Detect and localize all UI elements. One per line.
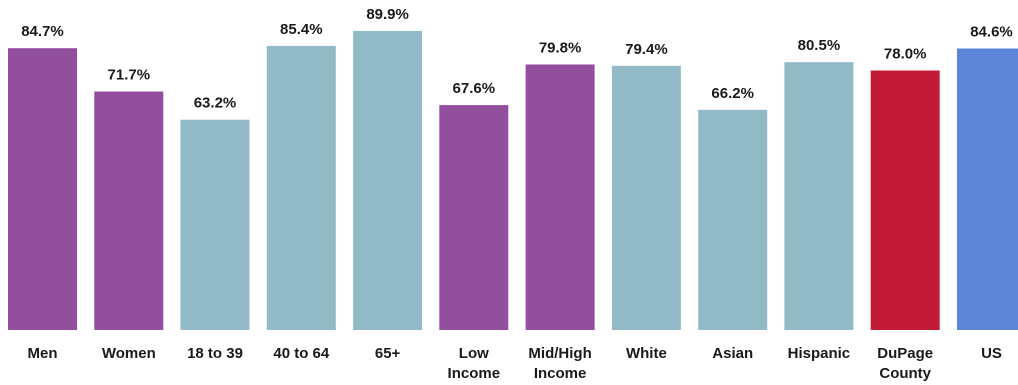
data-label: 63.2% — [194, 95, 237, 112]
bar — [698, 109, 768, 330]
category-label: 40 to 64 — [273, 345, 330, 362]
data-label: 79.8% — [539, 40, 582, 57]
data-label: 67.6% — [453, 80, 496, 97]
data-label: 85.4% — [280, 21, 323, 38]
data-label: 71.7% — [108, 67, 151, 84]
data-label: 78.0% — [884, 46, 927, 63]
category-label: Hispanic — [788, 345, 851, 362]
data-label: 84.6% — [970, 24, 1013, 41]
bar — [180, 119, 250, 330]
category-label: Asian — [712, 345, 753, 362]
bar — [439, 105, 509, 330]
value-labels-group: 84.7% 71.7% 63.2% 85.4% 89.9% 67.6% 79.8% 79.4%… — [21, 6, 1013, 112]
data-label: 84.7% — [21, 23, 64, 40]
category-label: Mid/High — [528, 345, 591, 362]
bar — [784, 62, 854, 330]
category-label: Income — [534, 365, 587, 382]
category-label: Women — [102, 345, 156, 362]
category-label: US — [981, 345, 1002, 362]
data-label: 66.2% — [711, 85, 754, 102]
data-label: 80.5% — [798, 37, 841, 54]
bar — [611, 65, 681, 331]
data-label: 79.4% — [625, 41, 668, 58]
bar — [525, 64, 595, 330]
category-label: White — [626, 345, 667, 362]
bar — [353, 30, 423, 331]
bar — [94, 91, 164, 330]
bar — [8, 48, 77, 330]
category-label: Men — [28, 345, 58, 362]
bar — [957, 48, 1018, 330]
category-label: DuPage — [877, 345, 933, 362]
category-labels-group: Men Women 18 to 39 40 to 64 65+ Low Income Mid/… — [28, 345, 1002, 382]
category-label: County — [879, 365, 931, 382]
bars-group — [8, 30, 1018, 331]
category-label: 18 to 39 — [187, 345, 243, 362]
category-label: Low — [459, 345, 489, 362]
bar — [266, 45, 336, 331]
category-label: 65+ — [375, 345, 401, 362]
data-label: 89.9% — [366, 6, 409, 23]
bar — [870, 70, 940, 330]
category-label: Income — [448, 365, 501, 382]
